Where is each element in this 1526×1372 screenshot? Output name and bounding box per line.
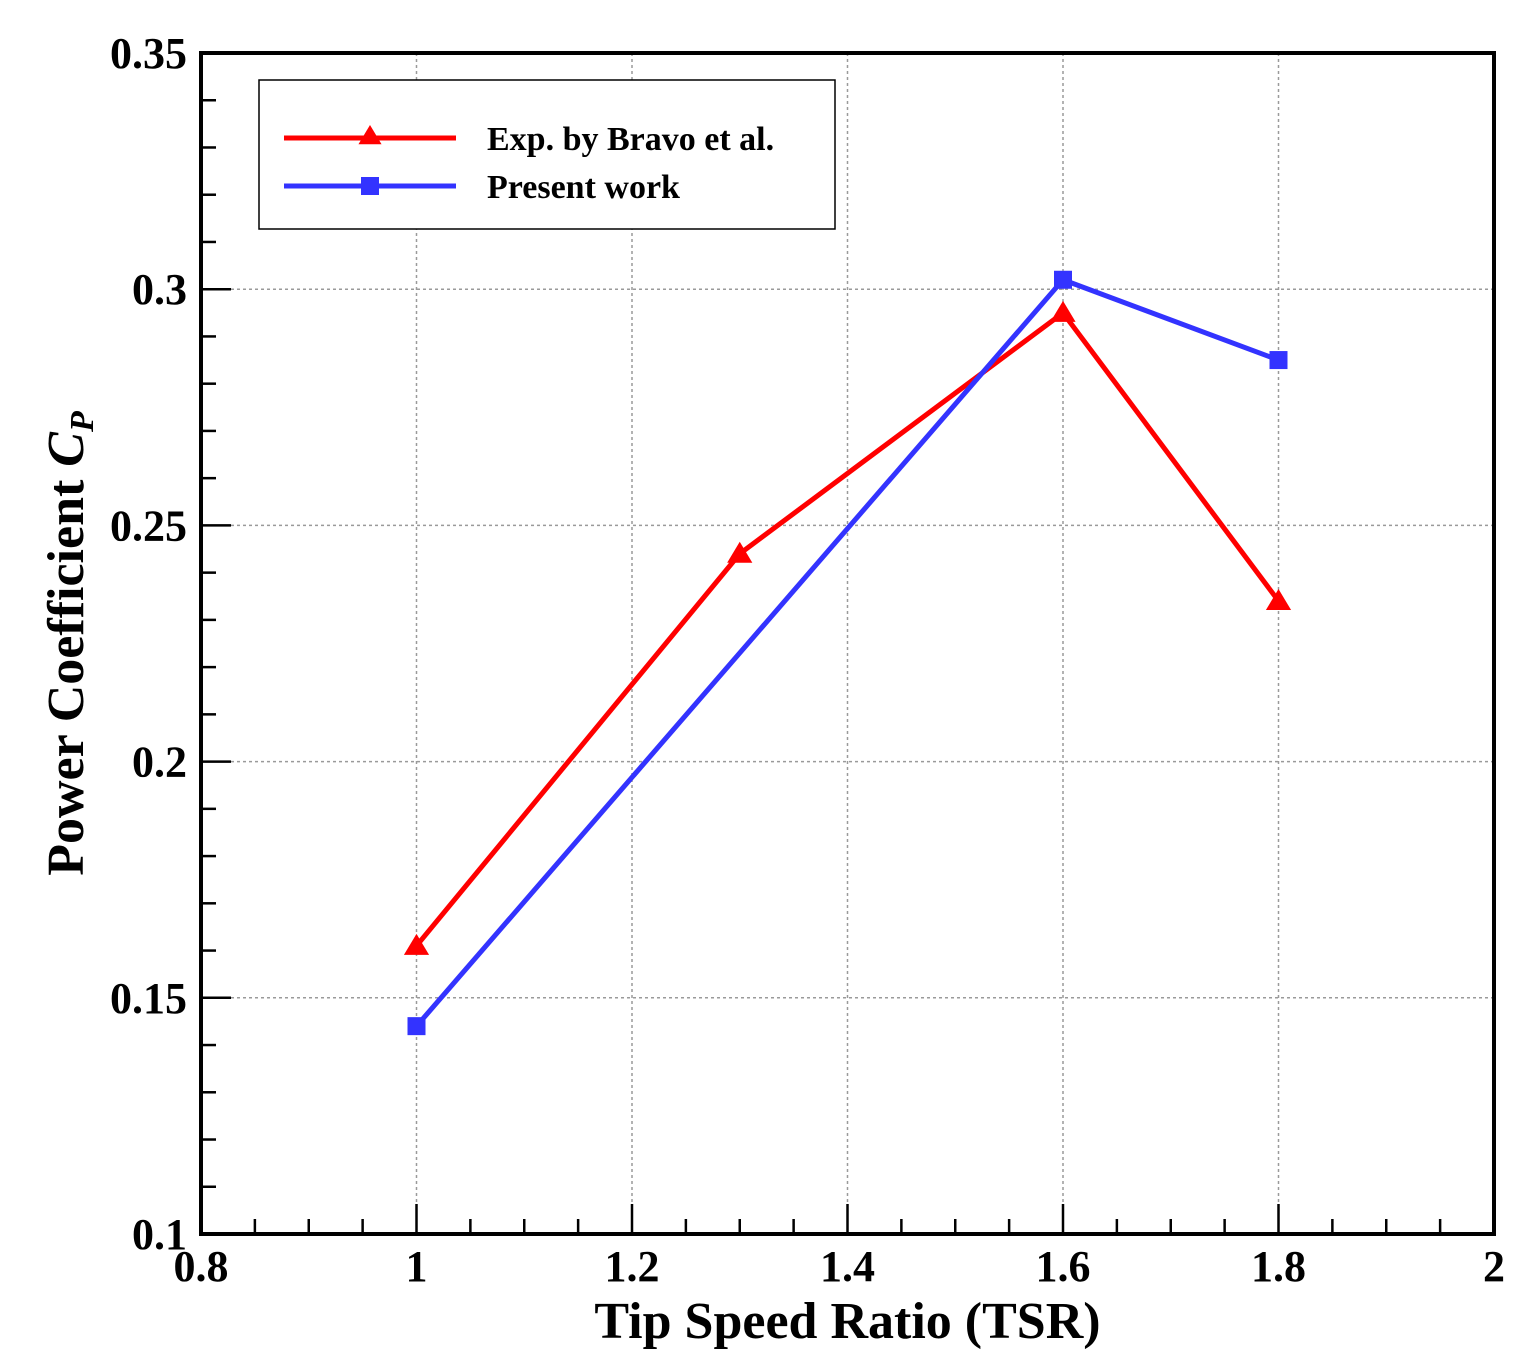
data-point-square bbox=[1269, 351, 1288, 370]
legend-marker-square bbox=[361, 177, 379, 195]
x-tick-labels: 0.8 1 1.2 1.4 1.6 1.8 2 bbox=[174, 1242, 1506, 1291]
x-tick-label: 1 bbox=[406, 1242, 428, 1291]
x-axis-title: Tip Speed Ratio (TSR) bbox=[594, 1293, 1100, 1350]
plot-frame bbox=[199, 51, 1496, 1236]
legend-label-exp-bravo: Exp. by Bravo et al. bbox=[487, 121, 774, 158]
y-axis-title: Power Coefficient CP bbox=[38, 411, 101, 876]
y-tick-label: 0.3 bbox=[132, 265, 187, 314]
x-tick-label: 1.8 bbox=[1251, 1242, 1306, 1291]
x-tick-label: 1.2 bbox=[605, 1242, 660, 1291]
series-line-exp-bravo bbox=[414, 310, 1281, 948]
y-axis-title-symbol: C bbox=[38, 431, 95, 467]
x-tick-label: 2 bbox=[1483, 1242, 1505, 1291]
legend: Exp. by Bravo et al. Present work bbox=[258, 79, 836, 230]
x-tick-label: 1.6 bbox=[1036, 1242, 1091, 1291]
y-axis-title-subscript: P bbox=[64, 411, 101, 433]
x-tick-label: 1.4 bbox=[820, 1242, 875, 1291]
data-point-square bbox=[1054, 270, 1072, 289]
y-axis-title-main: Power Coefficient bbox=[38, 467, 95, 876]
y-tick-label: 0.15 bbox=[110, 974, 187, 1023]
data-point-triangle bbox=[403, 933, 430, 955]
grid-lines bbox=[201, 53, 1494, 1234]
data-point-triangle bbox=[1265, 588, 1292, 610]
y-tick-labels: 0.1 0.15 0.2 0.25 0.3 0.35 bbox=[110, 29, 187, 1259]
y-tick-label: 0.35 bbox=[110, 29, 187, 78]
x-tick-label: 0.8 bbox=[174, 1242, 229, 1291]
legend-box bbox=[258, 79, 836, 230]
data-point-triangle bbox=[1050, 300, 1076, 322]
legend-label-present-work: Present work bbox=[487, 169, 680, 206]
data-series bbox=[403, 270, 1292, 1036]
data-point-square bbox=[407, 1017, 426, 1036]
y-tick-label: 0.25 bbox=[110, 501, 187, 550]
data-point-triangle bbox=[727, 541, 753, 563]
legend-marker-triangle bbox=[358, 125, 382, 145]
y-tick-label: 0.2 bbox=[132, 738, 187, 787]
y-tick-label: 0.1 bbox=[132, 1210, 187, 1259]
